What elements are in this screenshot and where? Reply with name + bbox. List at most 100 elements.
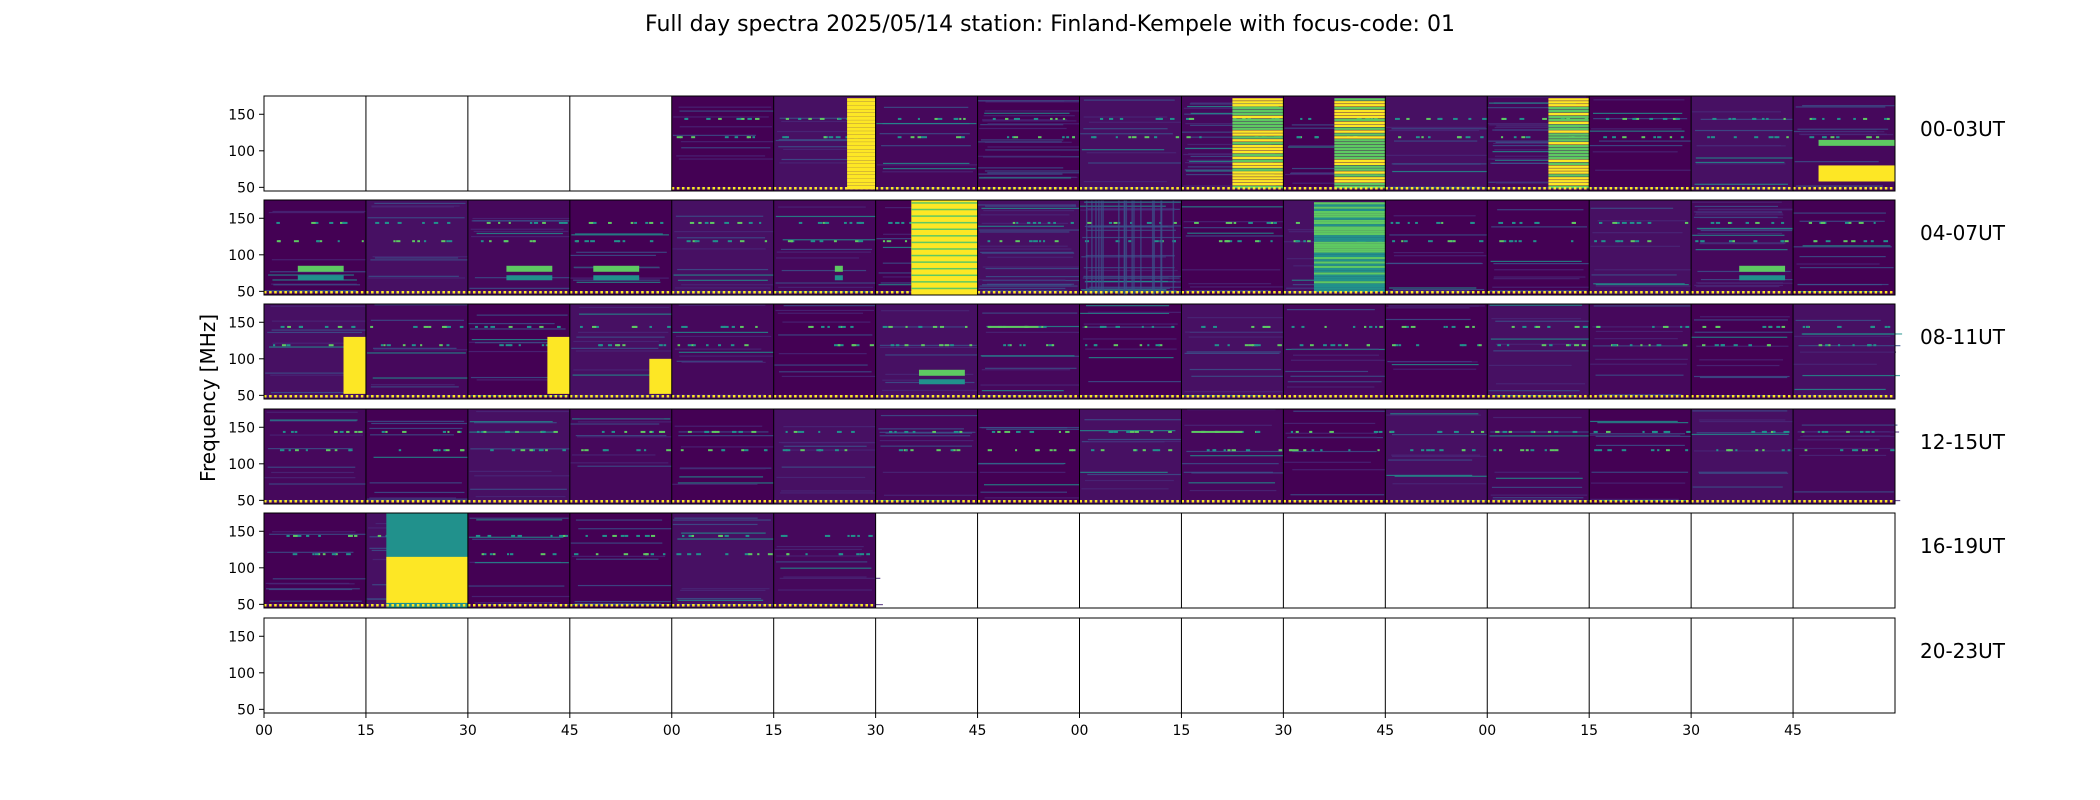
baseline-marker	[890, 395, 894, 398]
signal-dot	[1657, 449, 1660, 452]
baseline-marker	[1395, 395, 1399, 398]
baseline-marker	[778, 187, 782, 190]
x-tick-label: 45	[561, 723, 579, 739]
spectral-line	[1488, 390, 1580, 392]
baseline-marker	[462, 291, 466, 294]
baseline-marker	[569, 395, 573, 398]
baseline-marker	[350, 395, 354, 398]
signal-dot	[322, 553, 326, 556]
baseline-marker	[569, 291, 573, 294]
spectral-line	[470, 488, 567, 490]
burst-stripe	[847, 109, 876, 113]
baseline-marker	[1471, 395, 1475, 398]
baseline-marker	[1680, 291, 1684, 294]
spectral-line	[1695, 157, 1794, 159]
baseline-marker	[794, 291, 797, 294]
spectral-line	[370, 291, 462, 293]
spectral-line	[1695, 129, 1795, 132]
signal-dot	[1715, 325, 1721, 328]
signal-dot	[834, 449, 839, 452]
baseline-marker	[1033, 395, 1037, 398]
baseline-marker	[1477, 291, 1480, 294]
spectral-line	[781, 375, 883, 378]
baseline-marker	[1166, 500, 1169, 503]
baseline-marker	[1155, 500, 1159, 503]
baseline-marker	[687, 500, 690, 503]
spectral-line	[573, 369, 660, 371]
baseline-marker	[1380, 291, 1383, 294]
spectral-line	[1186, 450, 1283, 453]
baseline-marker	[1471, 187, 1475, 190]
baseline-marker	[732, 395, 736, 398]
spectral-line	[1185, 235, 1285, 237]
burst-stripe	[1232, 130, 1284, 133]
baseline-marker	[422, 291, 425, 294]
signal-dot	[1150, 430, 1154, 433]
baseline-marker	[1176, 500, 1179, 503]
baseline-marker	[1594, 291, 1597, 294]
baseline-marker	[554, 500, 558, 503]
baseline-marker	[1217, 395, 1220, 398]
spectral-line	[679, 355, 778, 357]
signal-dot	[691, 344, 695, 347]
x-tick-label: 45	[969, 723, 987, 739]
spectrum-panel	[467, 304, 571, 399]
baseline-marker	[1395, 187, 1399, 190]
baseline-marker	[1364, 187, 1368, 190]
signal-dot	[1043, 240, 1046, 243]
spectral-line	[778, 441, 875, 444]
baseline-marker	[1538, 187, 1541, 190]
signal-dot	[318, 534, 321, 537]
spectral-line	[676, 187, 778, 189]
baseline-marker	[396, 604, 400, 607]
baseline-marker	[687, 395, 690, 398]
baseline-marker	[1232, 291, 1235, 294]
signal-dot	[780, 534, 785, 537]
spectral-line	[1795, 106, 1886, 108]
signal-dot	[622, 344, 626, 347]
burst-stripe	[911, 267, 978, 270]
y-tick-label: 50	[237, 388, 255, 404]
spectral-line	[1802, 374, 1900, 377]
spectral-line	[678, 158, 773, 160]
baseline-marker	[376, 500, 379, 503]
signal-dot	[1780, 240, 1784, 243]
signal-dot	[847, 534, 850, 537]
panel-background	[977, 409, 1080, 504]
baseline-marker	[671, 291, 675, 294]
signal-dot	[608, 221, 612, 224]
spectral-line	[1593, 118, 1688, 120]
baseline-marker	[630, 604, 634, 607]
baseline-marker	[707, 604, 710, 607]
panel-background	[264, 200, 366, 295]
spectral-line	[781, 158, 875, 161]
baseline-marker	[284, 500, 287, 503]
spectral-line	[879, 346, 978, 348]
baseline-marker	[712, 395, 716, 398]
baseline-marker	[906, 291, 909, 294]
signal-dot	[1142, 449, 1146, 452]
baseline-marker	[702, 187, 705, 190]
burst-stripe	[1313, 204, 1386, 207]
baseline-marker	[427, 395, 430, 398]
baseline-marker	[376, 604, 379, 607]
baseline-marker	[1405, 187, 1409, 190]
signal-dot	[645, 221, 649, 224]
spectral-line	[570, 542, 663, 544]
baseline-marker	[799, 500, 802, 503]
signal-dot	[787, 240, 793, 243]
baseline-marker	[936, 500, 940, 503]
baseline-marker	[641, 604, 644, 607]
signal-dot	[433, 221, 439, 224]
signal-dot	[841, 325, 846, 328]
burst-stripe	[1232, 139, 1284, 142]
baseline-marker	[936, 395, 940, 398]
spectral-line	[574, 600, 672, 603]
burst-stripe	[847, 98, 876, 102]
spectral-line	[269, 346, 366, 348]
burst-stripe	[1334, 153, 1386, 157]
signal-dot	[1115, 240, 1120, 243]
signal-dot	[1113, 344, 1119, 347]
spectral-line	[1392, 500, 1489, 502]
baseline-marker	[1522, 500, 1526, 503]
